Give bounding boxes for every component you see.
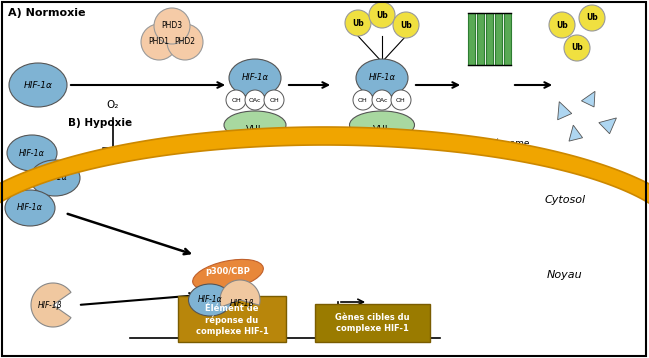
Bar bbox=[495, 13, 502, 65]
Ellipse shape bbox=[188, 284, 232, 316]
Bar bbox=[468, 13, 475, 65]
Text: HIF-1α: HIF-1α bbox=[19, 149, 45, 158]
Text: OAc: OAc bbox=[249, 97, 262, 102]
Ellipse shape bbox=[30, 160, 80, 196]
Text: HIF-1α: HIF-1α bbox=[241, 73, 269, 82]
Ellipse shape bbox=[9, 63, 67, 107]
Circle shape bbox=[141, 24, 177, 60]
Bar bbox=[477, 13, 484, 65]
Polygon shape bbox=[0, 127, 649, 236]
Polygon shape bbox=[599, 118, 617, 134]
Polygon shape bbox=[582, 91, 595, 107]
Ellipse shape bbox=[356, 59, 408, 97]
Text: OH: OH bbox=[269, 97, 279, 102]
Bar bbox=[486, 13, 493, 65]
Polygon shape bbox=[31, 283, 71, 327]
Bar bbox=[315, 304, 430, 342]
Polygon shape bbox=[557, 102, 572, 120]
Ellipse shape bbox=[224, 111, 286, 139]
Text: OH: OH bbox=[231, 97, 241, 102]
Text: Ub: Ub bbox=[376, 10, 388, 19]
Text: Ub: Ub bbox=[352, 19, 364, 28]
Text: A) Normoxie: A) Normoxie bbox=[8, 8, 86, 18]
Ellipse shape bbox=[5, 190, 55, 226]
Polygon shape bbox=[220, 280, 260, 307]
Text: HIF-1α: HIF-1α bbox=[42, 174, 68, 183]
Text: OAc: OAc bbox=[376, 97, 388, 102]
Text: HIF-1β: HIF-1β bbox=[230, 299, 254, 308]
Circle shape bbox=[345, 10, 371, 36]
Circle shape bbox=[579, 5, 605, 31]
Circle shape bbox=[391, 90, 411, 110]
Text: VHL: VHL bbox=[373, 126, 391, 135]
Ellipse shape bbox=[350, 111, 415, 139]
Text: PHD2: PHD2 bbox=[175, 38, 195, 47]
Text: Ub: Ub bbox=[586, 14, 598, 23]
Text: Gènes cibles du
complexe HIF-1: Gènes cibles du complexe HIF-1 bbox=[335, 313, 410, 333]
Text: Ub: Ub bbox=[556, 20, 568, 29]
Text: Ub: Ub bbox=[571, 44, 583, 53]
Text: OH: OH bbox=[358, 97, 368, 102]
Text: Élément de
réponse du
complexe HIF-1: Élément de réponse du complexe HIF-1 bbox=[195, 304, 269, 336]
Ellipse shape bbox=[229, 59, 281, 97]
Text: OH: OH bbox=[396, 97, 406, 102]
Text: Protéasome: Protéasome bbox=[476, 139, 530, 147]
Circle shape bbox=[264, 90, 284, 110]
Circle shape bbox=[226, 90, 246, 110]
Circle shape bbox=[369, 2, 395, 28]
Text: Cytosol: Cytosol bbox=[545, 195, 585, 205]
Text: B) Hypoxie: B) Hypoxie bbox=[68, 118, 132, 128]
Text: HIF-1β: HIF-1β bbox=[38, 300, 62, 310]
Bar bbox=[504, 13, 511, 65]
Circle shape bbox=[564, 35, 590, 61]
Circle shape bbox=[549, 12, 575, 38]
Circle shape bbox=[167, 24, 203, 60]
Text: PHD1: PHD1 bbox=[149, 38, 169, 47]
Circle shape bbox=[372, 90, 392, 110]
Text: O₂: O₂ bbox=[107, 100, 119, 110]
Text: HIF-1α: HIF-1α bbox=[17, 203, 43, 213]
Text: Ub: Ub bbox=[400, 20, 412, 29]
Circle shape bbox=[154, 8, 190, 44]
Text: HIF-1α: HIF-1α bbox=[369, 73, 395, 82]
Polygon shape bbox=[569, 125, 583, 141]
Text: PHD3: PHD3 bbox=[162, 21, 182, 30]
Text: HIF-1α: HIF-1α bbox=[198, 295, 223, 305]
Ellipse shape bbox=[7, 135, 57, 171]
Text: p300/CBP: p300/CBP bbox=[206, 267, 251, 276]
Circle shape bbox=[393, 12, 419, 38]
Bar bbox=[178, 296, 286, 342]
Text: HIF-1α: HIF-1α bbox=[23, 81, 53, 90]
Text: Noyau: Noyau bbox=[547, 270, 583, 280]
Circle shape bbox=[245, 90, 265, 110]
Text: VHL: VHL bbox=[246, 126, 264, 135]
Circle shape bbox=[353, 90, 373, 110]
Ellipse shape bbox=[193, 260, 263, 291]
